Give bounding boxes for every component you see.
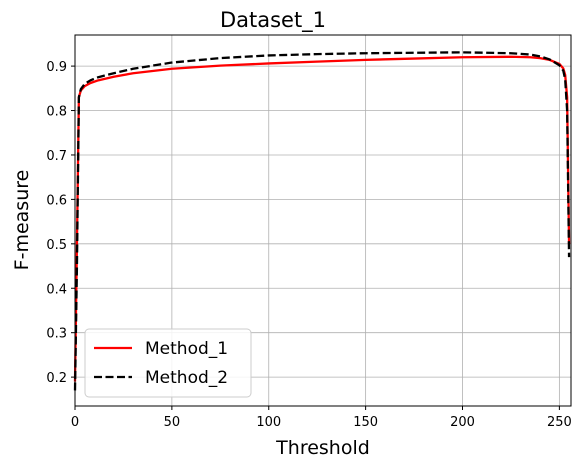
plot-area-frame	[74, 34, 572, 407]
y-tick-label: 0.4	[46, 282, 67, 297]
x-tick-label: 50	[164, 415, 181, 430]
y-tick-label: 0.7	[46, 149, 67, 164]
legend: Method_1 Method_2	[84, 328, 252, 398]
series-layer	[73, 51, 571, 391]
x-tick-label: 150	[353, 415, 378, 430]
x-tick-label: 100	[256, 415, 281, 430]
series-line-2	[73, 51, 571, 391]
x-tick-label: 200	[450, 415, 475, 430]
axis-ticks: 0 50 100 150 200 250 0.2 0.3 0.4 0.5 0.6 0.7 0.8 0.9	[46, 60, 571, 430]
legend-label-2: Method_2	[145, 368, 228, 388]
y-tick-label: 0.5	[46, 238, 67, 253]
y-tick-label: 0.9	[46, 60, 67, 75]
x-tick-label: 0	[71, 415, 79, 430]
y-tick-label: 0.2	[46, 371, 67, 386]
y-axis-title: F-measure	[11, 170, 33, 271]
y-tick-label: 0.6	[46, 193, 67, 208]
x-axis-title: Threshold	[275, 437, 370, 459]
y-tick-label: 0.8	[46, 105, 67, 120]
legend-box	[84, 328, 252, 398]
chart-title: Dataset_1	[220, 8, 326, 33]
x-tick-label: 250	[547, 415, 572, 430]
grid	[74, 35, 571, 406]
legend-label-1: Method_1	[145, 339, 228, 359]
y-tick-label: 0.3	[46, 327, 67, 342]
